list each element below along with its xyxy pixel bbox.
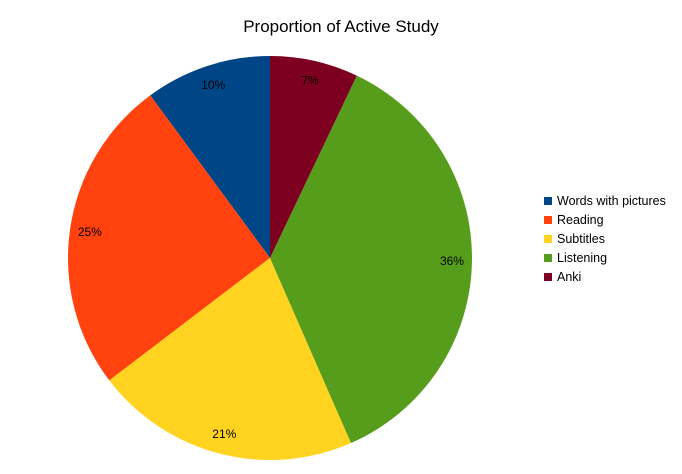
legend-item-subtitles: Subtitles — [544, 229, 666, 248]
pie-slice-reading — [68, 95, 271, 381]
legend-label: Subtitles — [557, 231, 605, 246]
slice-label-listening: 36% — [440, 254, 464, 268]
pie-slice-subtitles — [109, 258, 351, 460]
chart-title: Proportion of Active Study — [243, 17, 439, 36]
legend-item-reading: Reading — [544, 210, 666, 229]
legend-item-anki: Anki — [544, 267, 666, 286]
legend-item-listening: Listening — [544, 248, 666, 267]
pie-slice-anki — [270, 56, 357, 258]
legend-swatch — [544, 234, 552, 243]
legend-item-words-with-pictures: Words with pictures — [544, 191, 666, 210]
pie-slice-words-with-pictures — [150, 56, 270, 258]
legend-label: Listening — [557, 250, 608, 265]
legend-label: Anki — [557, 269, 582, 284]
legend-swatch — [544, 196, 552, 205]
pie-slice-listening — [270, 75, 472, 444]
legend-label: Reading — [557, 212, 604, 227]
slice-label-subtitles: 21% — [212, 427, 236, 441]
slice-label-anki: 7% — [301, 73, 319, 87]
legend-swatch — [544, 272, 552, 281]
legend-swatch — [544, 253, 552, 262]
legend-swatch — [544, 215, 552, 224]
slice-label-words-with-pictures: 10% — [201, 78, 225, 92]
legend: Words with pictures Reading Subtitles Liste… — [544, 191, 666, 286]
legend-label: Words with pictures — [557, 193, 666, 208]
slice-label-reading: 25% — [78, 225, 102, 239]
